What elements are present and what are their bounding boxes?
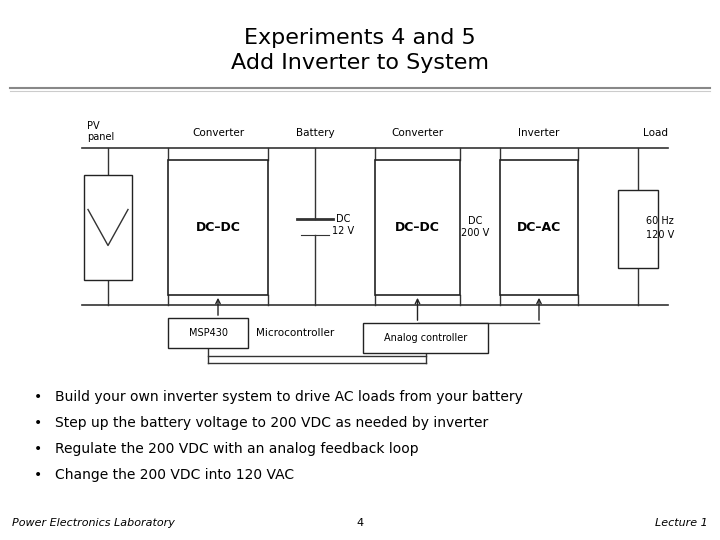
Text: Step up the battery voltage to 200 VDC as needed by inverter: Step up the battery voltage to 200 VDC a…	[55, 416, 488, 430]
Text: Lecture 1: Lecture 1	[655, 518, 708, 528]
Text: •: •	[34, 468, 42, 482]
Text: 60 Hz: 60 Hz	[646, 216, 674, 226]
Bar	[168, 160, 268, 295]
Text: Inverter: Inverter	[518, 128, 559, 138]
Text: Change the 200 VDC into 120 VAC: Change the 200 VDC into 120 VAC	[55, 468, 294, 482]
Bar	[84, 175, 132, 280]
Text: 4: 4	[356, 518, 364, 528]
Text: Power Electronics Laboratory: Power Electronics Laboratory	[12, 518, 175, 528]
Text: 200 V: 200 V	[461, 227, 489, 238]
Text: Experiments 4 and 5: Experiments 4 and 5	[244, 28, 476, 48]
Bar	[500, 160, 578, 295]
Text: panel: panel	[87, 132, 114, 142]
Text: MSP430: MSP430	[189, 328, 228, 338]
Bar	[363, 323, 488, 353]
Text: Regulate the 200 VDC with an analog feedback loop: Regulate the 200 VDC with an analog feed…	[55, 442, 418, 456]
Bar	[375, 160, 460, 295]
Text: DC: DC	[336, 213, 350, 224]
Text: Converter: Converter	[392, 128, 444, 138]
Text: Microcontroller: Microcontroller	[256, 328, 334, 338]
Text: Analog controller: Analog controller	[384, 333, 467, 343]
Text: Load: Load	[644, 128, 668, 138]
Text: DC–AC: DC–AC	[517, 221, 561, 234]
Text: •: •	[34, 390, 42, 404]
Text: Battery: Battery	[296, 128, 334, 138]
Text: •: •	[34, 416, 42, 430]
Text: 12 V: 12 V	[332, 226, 354, 237]
Bar	[618, 190, 658, 268]
Text: Converter: Converter	[192, 128, 244, 138]
Bar	[168, 318, 248, 348]
Text: DC: DC	[468, 215, 482, 226]
Text: Build your own inverter system to drive AC loads from your battery: Build your own inverter system to drive …	[55, 390, 523, 404]
Text: DC–DC: DC–DC	[196, 221, 240, 234]
Text: PV: PV	[87, 121, 99, 131]
Text: DC–DC: DC–DC	[395, 221, 440, 234]
Text: •: •	[34, 442, 42, 456]
Text: 120 V: 120 V	[646, 230, 674, 240]
Text: Add Inverter to System: Add Inverter to System	[231, 53, 489, 73]
